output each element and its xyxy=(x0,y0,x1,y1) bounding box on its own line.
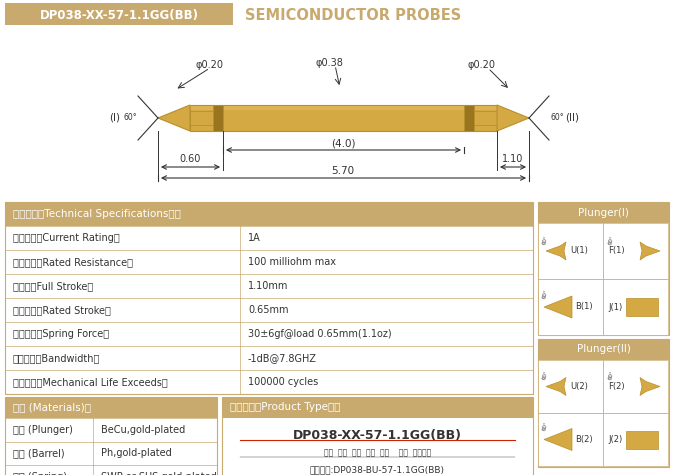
Text: 1A: 1A xyxy=(248,233,261,243)
Bar xyxy=(626,298,658,316)
Text: 额定行程（Rated Stroke）: 额定行程（Rated Stroke） xyxy=(13,305,111,315)
Text: 100 milliohm max: 100 milliohm max xyxy=(248,257,336,267)
Text: 60°: 60° xyxy=(608,234,615,245)
Text: 30±6gf@load 0.65mm(1.1oz): 30±6gf@load 0.65mm(1.1oz) xyxy=(248,329,392,339)
Polygon shape xyxy=(544,296,572,318)
Bar xyxy=(603,360,668,413)
Bar xyxy=(603,279,668,335)
Polygon shape xyxy=(213,105,223,131)
Text: 60°: 60° xyxy=(123,114,137,123)
Text: 1.10mm: 1.10mm xyxy=(248,281,288,291)
Polygon shape xyxy=(190,105,497,131)
Text: 额定电阻（Rated Resistance）: 额定电阻（Rated Resistance） xyxy=(13,257,133,267)
Polygon shape xyxy=(190,106,497,110)
Text: Plunger(II): Plunger(II) xyxy=(576,344,630,354)
Text: 额定电流（Current Rating）: 额定电流（Current Rating） xyxy=(13,233,120,243)
Text: φ0.20: φ0.20 xyxy=(468,60,496,70)
Bar xyxy=(603,223,668,279)
Text: BeCu,gold-plated: BeCu,gold-plated xyxy=(101,425,185,435)
Text: 针管 (Barrel): 针管 (Barrel) xyxy=(13,448,65,458)
Text: 0.65mm: 0.65mm xyxy=(248,305,288,315)
Text: SWP or SUS,gold-plated: SWP or SUS,gold-plated xyxy=(101,472,217,475)
Text: 频率带宽（Bandwidth）: 频率带宽（Bandwidth） xyxy=(13,353,100,363)
Text: 60°: 60° xyxy=(608,370,615,380)
Bar xyxy=(222,397,533,475)
FancyBboxPatch shape xyxy=(5,3,233,25)
Text: J(2): J(2) xyxy=(608,435,622,444)
Text: 满行程（Full Stroke）: 满行程（Full Stroke） xyxy=(13,281,93,291)
Text: 成品型号（Product Type）：: 成品型号（Product Type）： xyxy=(230,402,340,412)
Polygon shape xyxy=(469,111,497,125)
Text: 60°: 60° xyxy=(542,288,549,299)
Polygon shape xyxy=(464,105,474,131)
Text: 60°: 60° xyxy=(542,370,549,380)
Text: DP038-XX-57-1.1GG(BB): DP038-XX-57-1.1GG(BB) xyxy=(293,428,462,441)
Text: Plunger(I): Plunger(I) xyxy=(578,208,629,218)
Bar xyxy=(538,360,603,413)
Text: 订购举例:DP038-BU-57-1.1GG(BB): 订购举例:DP038-BU-57-1.1GG(BB) xyxy=(310,466,445,475)
Bar xyxy=(538,339,669,360)
Text: 0.60: 0.60 xyxy=(179,154,201,164)
Polygon shape xyxy=(546,242,566,260)
Text: 100000 cycles: 100000 cycles xyxy=(248,377,318,387)
Polygon shape xyxy=(640,378,660,396)
Text: 5.70: 5.70 xyxy=(332,166,355,176)
Text: SEMICONDUCTOR PROBES: SEMICONDUCTOR PROBES xyxy=(245,8,461,22)
Bar xyxy=(538,339,669,467)
Bar xyxy=(626,430,658,448)
Text: 技术要求（Technical Specifications）：: 技术要求（Technical Specifications）： xyxy=(13,209,181,219)
Text: 60°: 60° xyxy=(550,114,564,123)
Polygon shape xyxy=(497,105,529,131)
Text: φ0.20: φ0.20 xyxy=(195,60,223,70)
Text: -1dB@7.8GHZ: -1dB@7.8GHZ xyxy=(248,353,317,363)
Text: F(2): F(2) xyxy=(608,382,625,391)
Text: U(2): U(2) xyxy=(570,382,588,391)
Text: (I): (I) xyxy=(109,113,121,123)
Text: 60°: 60° xyxy=(542,234,549,245)
Text: J(1): J(1) xyxy=(608,303,622,312)
Text: 额定弹力（Spring Force）: 额定弹力（Spring Force） xyxy=(13,329,109,339)
Text: DP038-XX-57-1.1GG(BB): DP038-XX-57-1.1GG(BB) xyxy=(40,9,199,21)
Bar xyxy=(538,202,669,335)
Polygon shape xyxy=(640,242,660,260)
Text: B(1): B(1) xyxy=(575,303,592,312)
Text: Ph,gold-plated: Ph,gold-plated xyxy=(101,448,172,458)
Text: 测试寿命（Mechanical Life Exceeds）: 测试寿命（Mechanical Life Exceeds） xyxy=(13,377,168,387)
Text: 材质 (Materials)：: 材质 (Materials)： xyxy=(13,402,91,412)
Polygon shape xyxy=(190,111,218,125)
Bar xyxy=(538,202,669,223)
Text: 1.10: 1.10 xyxy=(502,154,524,164)
Bar xyxy=(603,413,668,466)
Text: (II): (II) xyxy=(565,113,579,123)
Text: 弹簧 (Spring): 弹簧 (Spring) xyxy=(13,472,67,475)
Text: 系列  规格  头型  总长  弹力    镀金  针头材质: 系列 规格 头型 总长 弹力 镀金 针头材质 xyxy=(324,448,431,457)
Bar xyxy=(5,202,533,226)
Text: 针头 (Plunger): 针头 (Plunger) xyxy=(13,425,73,435)
Bar xyxy=(538,413,603,466)
Bar xyxy=(538,279,603,335)
Text: F(1): F(1) xyxy=(608,247,625,256)
Bar xyxy=(5,397,217,475)
Text: 60°: 60° xyxy=(542,421,549,431)
Text: φ0.38: φ0.38 xyxy=(316,58,344,68)
Bar xyxy=(538,223,603,279)
Polygon shape xyxy=(544,428,572,450)
Polygon shape xyxy=(546,378,566,396)
Polygon shape xyxy=(158,105,190,131)
Text: U(1): U(1) xyxy=(570,247,588,256)
Text: B(2): B(2) xyxy=(575,435,592,444)
Bar xyxy=(5,202,533,394)
Bar xyxy=(222,397,533,418)
Text: (4.0): (4.0) xyxy=(331,138,355,148)
Bar xyxy=(5,397,217,418)
